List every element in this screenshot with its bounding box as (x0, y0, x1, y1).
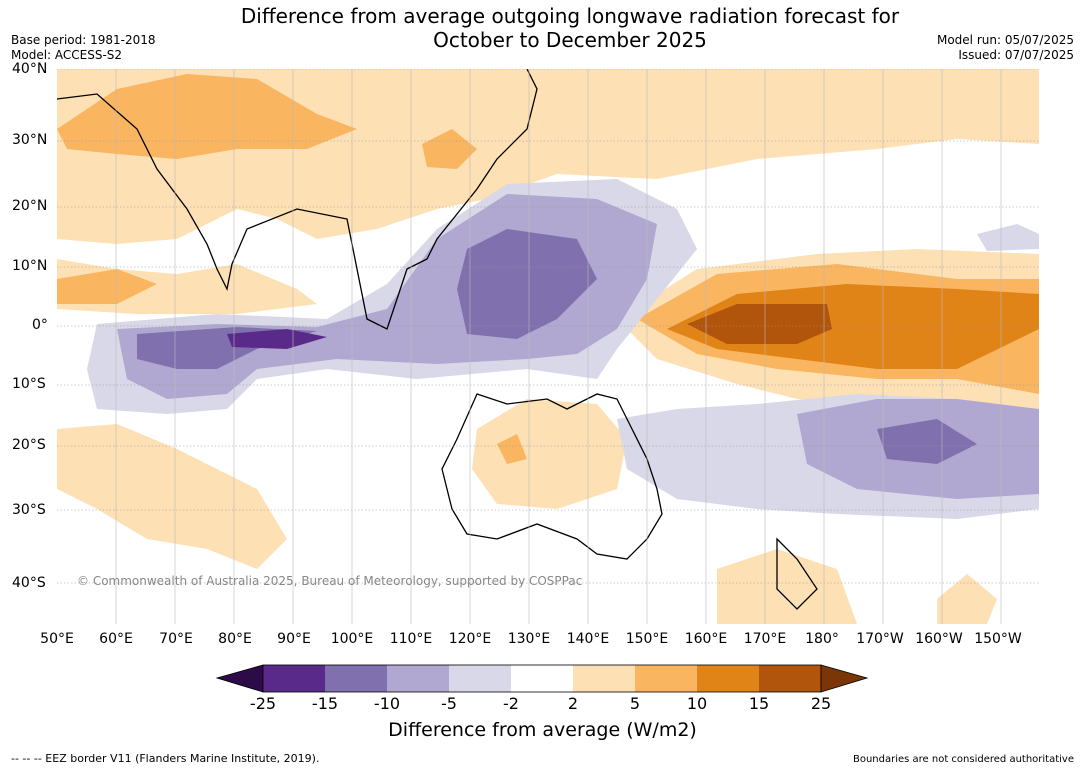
lat-label: 10°S (12, 376, 46, 392)
colorbar-segment (511, 665, 573, 692)
coastline (776, 537, 818, 610)
anomaly-region (57, 74, 357, 159)
anomaly-region (877, 419, 977, 464)
colorbar-label: Difference from average (W/m2) (388, 719, 697, 741)
colorbar-tick: -10 (373, 694, 401, 713)
issued-date: Issued: 07/07/2025 (958, 48, 1074, 62)
colorbar-tick: 10 (686, 694, 708, 713)
colorbar-segment (387, 665, 449, 692)
lon-label: 150°W (974, 631, 1022, 647)
base-info: Base period: 1981-2018 Model: ACCESS-S2 (11, 33, 156, 63)
lat-label: 10°N (12, 258, 48, 274)
lon-label: 160°W (915, 631, 963, 647)
lon-label: 180° (805, 631, 839, 647)
anomaly-region (422, 129, 477, 169)
map-title: Difference from average outgoing longwav… (0, 4, 1085, 52)
anomaly-region (937, 574, 997, 624)
colorbar-tick: 2 (567, 694, 579, 713)
colorbar-tick: -25 (249, 694, 277, 713)
olr-anomaly-map (57, 69, 1039, 624)
anomaly-region (497, 434, 527, 464)
anomaly-region (687, 304, 832, 344)
lon-label: 140°E (566, 631, 610, 647)
colorbar-min-arrow (215, 664, 264, 693)
lon-label: 60°E (99, 631, 133, 647)
lon-label: 100°E (330, 631, 374, 647)
lat-label: 30°N (12, 132, 48, 148)
anomaly-region (227, 329, 327, 349)
colorbar-max-arrow (820, 664, 869, 693)
base-period: Base period: 1981-2018 (11, 33, 156, 47)
lon-label: 90°E (277, 631, 311, 647)
colorbar-tick: -5 (441, 694, 457, 713)
title-line-1: Difference from average outgoing longwav… (240, 4, 900, 28)
lat-label: 0° (32, 317, 48, 333)
model-run: Model run: 05/07/2025 (936, 33, 1074, 47)
title-line-2: October to December 2025 (433, 28, 707, 52)
eez-note: -- -- -- EEZ border V11 (Flanders Marine… (11, 752, 320, 765)
coastline (57, 69, 538, 330)
anomaly-region (717, 549, 857, 624)
colorbar-tick: 5 (629, 694, 641, 713)
lon-label: 50°E (40, 631, 74, 647)
lon-label: 160°E (684, 631, 728, 647)
lat-label: 30°S (12, 502, 46, 518)
colorbar-tick: 15 (748, 694, 770, 713)
run-info: Model run: 05/07/2025 Issued: 07/07/2025 (937, 33, 1074, 63)
colorbar-segment (759, 665, 821, 692)
lon-label: 130°E (507, 631, 551, 647)
colorbar (215, 664, 869, 693)
meridians (115, 69, 1002, 624)
colorbar-tick: 25 (810, 694, 832, 713)
model-name: Model: ACCESS-S2 (11, 48, 123, 62)
anomaly-region (57, 424, 287, 569)
copyright-notice: © Commonwealth of Australia 2025, Bureau… (77, 574, 583, 588)
colorbar-tick: -2 (503, 694, 519, 713)
anomaly-region (57, 269, 157, 304)
lon-label: 80°E (218, 631, 252, 647)
lat-label: 20°S (12, 437, 46, 453)
lon-label: 120°E (448, 631, 492, 647)
anomaly-region (457, 229, 597, 339)
lon-label: 170°E (743, 631, 787, 647)
lat-label: 40°S (12, 575, 46, 591)
colorbar-segment (573, 665, 635, 692)
colorbar-segment (449, 665, 511, 692)
colorbar-segment (325, 665, 387, 692)
colorbar-tick: -15 (311, 694, 339, 713)
colorbar-segment (263, 665, 325, 692)
lat-label: 40°N (12, 61, 48, 77)
colorbar-segment (697, 665, 759, 692)
lon-label: 110°E (389, 631, 433, 647)
colorbar-segment (635, 665, 697, 692)
lon-label: 170°W (856, 631, 904, 647)
lon-label: 150°E (625, 631, 669, 647)
graticule (57, 69, 1039, 584)
lat-label: 20°N (12, 198, 48, 214)
lon-label: 70°E (159, 631, 193, 647)
boundaries-note: Boundaries are not considered authoritat… (852, 754, 1074, 765)
anomaly-region (977, 224, 1039, 251)
